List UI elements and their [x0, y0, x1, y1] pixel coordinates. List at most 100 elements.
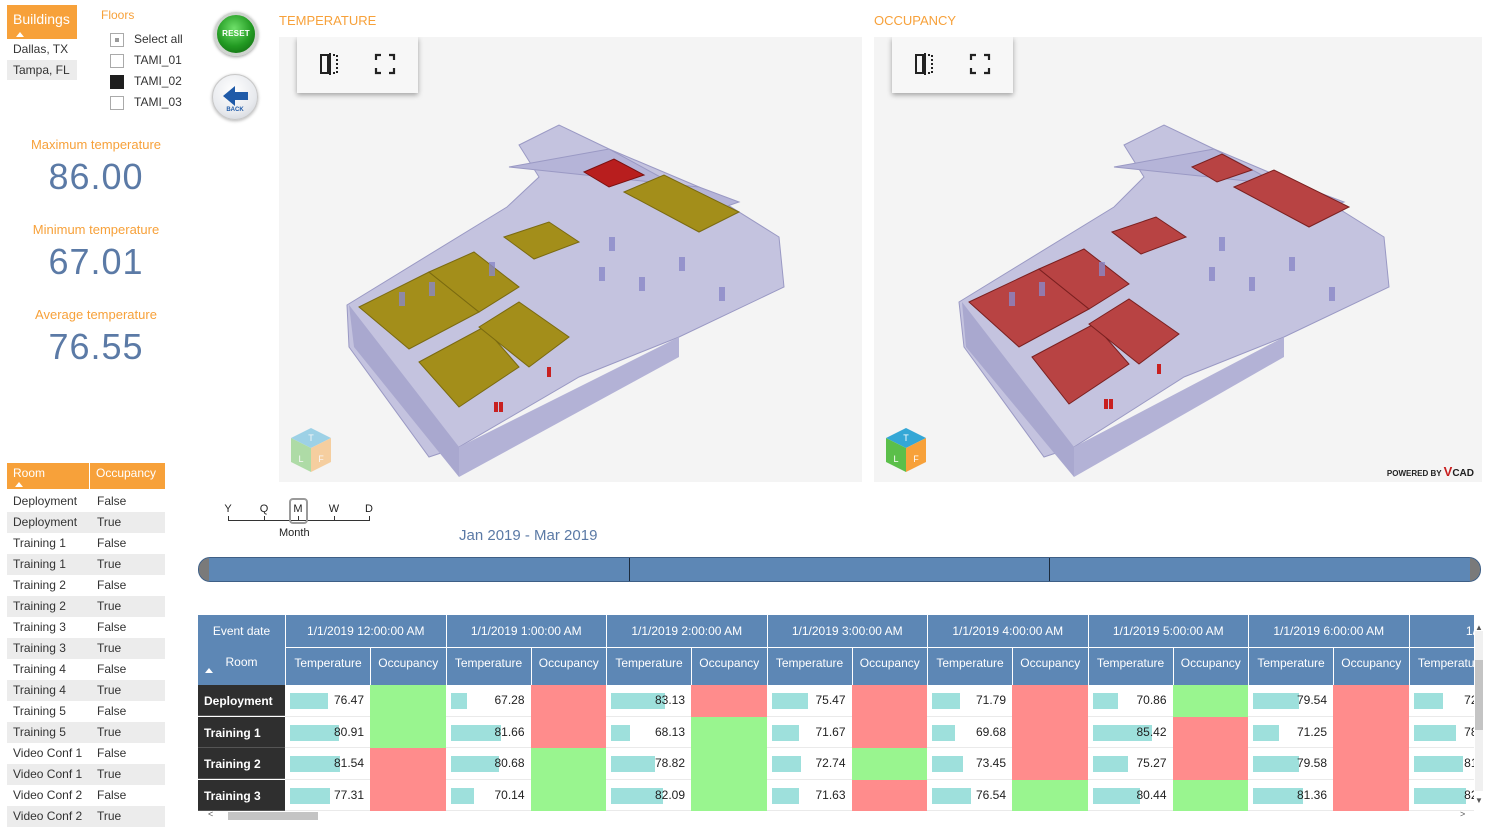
room-list-row[interactable]: Training 4 True — [7, 680, 165, 701]
date-level-tick[interactable] — [369, 516, 370, 521]
date-level-selected-indicator[interactable] — [289, 498, 308, 524]
matrix-row-header[interactable]: Training 1 — [198, 716, 285, 748]
occupancy-false-cell — [1333, 685, 1409, 717]
date-level-tick[interactable] — [264, 516, 265, 521]
matrix-row-header[interactable]: Deployment — [198, 685, 285, 716]
buildings-slicer-header[interactable]: Buildings — [7, 5, 77, 39]
building-item-tampa[interactable]: Tampa, FL — [7, 60, 77, 80]
temperature-column-header[interactable]: Temperature — [766, 647, 852, 685]
checkbox-partial-icon[interactable] — [110, 33, 124, 47]
event-date-column-header[interactable]: 1/1/2019 — [1408, 615, 1474, 647]
event-date-column-header[interactable]: 1/1/2019 6:00:00 AM — [1248, 615, 1409, 647]
date-level-label[interactable]: Q — [259, 503, 269, 515]
event-date-column-header[interactable]: 1/1/2019 3:00:00 AM — [766, 615, 928, 647]
temperature-cell: 76.54 — [927, 779, 1012, 811]
building-3d-model-occupancy[interactable] — [874, 37, 1482, 482]
sort-ascending-icon — [16, 32, 24, 37]
occupancy-column-header[interactable]: Occupancy — [1333, 647, 1409, 685]
room-list-row[interactable]: Training 2 True — [7, 596, 165, 617]
room-list-row[interactable]: Training 4 False — [7, 659, 165, 680]
occupancy-column-header[interactable]: Occupancy — [691, 647, 767, 685]
occupancy-header-label: Occupancy — [96, 466, 157, 480]
reset-button[interactable]: RESET — [214, 12, 258, 56]
room-list-row[interactable]: Video Conf 1 True — [7, 764, 165, 785]
split-view-icon[interactable] — [317, 51, 343, 77]
date-level-label[interactable]: D — [365, 503, 373, 515]
room-list-row[interactable]: Video Conf 2 True — [7, 806, 165, 827]
matrix-row-header[interactable]: Training 3 — [198, 779, 285, 811]
checkbox-icon[interactable] — [110, 96, 124, 110]
building-3d-model-temperature[interactable] — [279, 37, 862, 482]
nav-cube-icon[interactable]: T L F — [289, 426, 333, 474]
temperature-column-header[interactable]: Temperature — [1248, 647, 1333, 685]
fullscreen-icon[interactable] — [372, 51, 398, 77]
back-button[interactable]: BACK — [212, 74, 258, 120]
matrix-row-header[interactable]: Training 2 — [198, 748, 285, 779]
room-list-row[interactable]: Training 5 True — [7, 722, 165, 743]
date-level-tick[interactable] — [228, 516, 229, 521]
split-view-icon[interactable] — [912, 51, 938, 77]
event-date-column-header[interactable]: 1/1/2019 4:00:00 AM — [927, 615, 1088, 647]
occupancy-column-header[interactable]: Occupancy — [370, 647, 446, 685]
occupancy-column-header[interactable]: Occupancy — [851, 647, 927, 685]
building-item-dallas[interactable]: Dallas, TX — [7, 39, 77, 59]
checkbox-icon[interactable] — [110, 54, 124, 68]
room-list-row[interactable]: Deployment False — [7, 491, 165, 512]
event-date-column-header[interactable]: 1/1/2019 12:00:00 AM — [285, 615, 446, 647]
occupancy-false-cell — [1333, 779, 1409, 811]
temperature-data-bar — [1253, 724, 1280, 741]
date-level-label[interactable]: W — [328, 503, 340, 515]
event-date-column-header[interactable]: 1/1/2019 2:00:00 AM — [606, 615, 767, 647]
timeline-start-handle[interactable] — [199, 558, 209, 581]
temperature-value: 82.09 — [654, 787, 685, 802]
temperature-column-header[interactable]: Temperature — [445, 647, 531, 685]
date-level-label[interactable]: M — [293, 503, 303, 515]
room-list-row[interactable]: Training 3 False — [7, 617, 165, 638]
room-column-header[interactable]: Room — [7, 463, 89, 489]
room-list-row[interactable]: Training 3 True — [7, 638, 165, 659]
room-list-row[interactable]: Training 1 False — [7, 533, 165, 554]
timeline-range-bar[interactable] — [198, 557, 1481, 582]
temperature-3d-viewer[interactable]: T L F — [279, 37, 862, 482]
scroll-up-icon[interactable]: ▲ — [1475, 623, 1483, 632]
date-level-label[interactable]: Y — [224, 503, 232, 515]
temperature-cell: 70.86 — [1087, 685, 1173, 717]
occupancy-column-header[interactable]: Occupancy — [530, 647, 606, 685]
temperature-column-header[interactable]: Temperature — [1408, 647, 1474, 685]
temperature-column-header[interactable]: Temperature — [927, 647, 1012, 685]
temperature-column-header[interactable]: Temperature — [606, 647, 691, 685]
event-date-column-header[interactable]: 1/1/2019 1:00:00 AM — [445, 615, 607, 647]
fullscreen-icon[interactable] — [967, 51, 993, 77]
scroll-right-icon[interactable]: > — [1460, 809, 1466, 819]
occupancy-true-cell — [530, 779, 606, 811]
temperature-column-header[interactable]: Temperature — [285, 647, 370, 685]
occupancy-3d-viewer[interactable]: T L F POWERED BY VCAD — [874, 37, 1482, 482]
temperature-column-header[interactable]: Temperature — [1087, 647, 1173, 685]
scroll-down-icon[interactable]: ▼ — [1475, 796, 1483, 805]
occupancy-column-header[interactable]: Occupancy — [90, 463, 165, 489]
event-date-column-header[interactable]: 1/1/2019 5:00:00 AM — [1087, 615, 1249, 647]
room-list-row[interactable]: Deployment True — [7, 512, 165, 533]
room-list-row[interactable]: Training 2 False — [7, 575, 165, 596]
scroll-left-icon[interactable]: < — [208, 809, 214, 819]
date-range-label: Jan 2019 - Mar 2019 — [459, 527, 598, 544]
matrix-vertical-scrollbar[interactable]: ▲ ▼ — [1474, 615, 1484, 811]
date-level-tick[interactable] — [334, 516, 335, 521]
date-level-tick[interactable] — [298, 516, 299, 521]
scrollbar-thumb[interactable] — [1475, 660, 1483, 730]
occupancy-false-cell — [370, 748, 446, 780]
nav-cube-icon[interactable]: T L F — [884, 426, 928, 474]
occupancy-column-header[interactable]: Occupancy — [1012, 647, 1088, 685]
room-list-row[interactable]: Video Conf 1 False — [7, 743, 165, 764]
matrix-horizontal-scrollbar[interactable]: < > — [198, 809, 1474, 821]
scrollbar-thumb[interactable] — [228, 812, 318, 820]
timeline-end-handle[interactable] — [1470, 558, 1480, 581]
temperature-cell: 70.14 — [445, 779, 531, 811]
room-list-row[interactable]: Video Conf 2 False — [7, 785, 165, 806]
checkbox-checked-icon[interactable] — [110, 75, 124, 89]
room-list-row[interactable]: Training 1 True — [7, 554, 165, 575]
occupancy-column-header[interactable]: Occupancy — [1172, 647, 1248, 685]
room-list-row[interactable]: Training 5 False — [7, 701, 165, 722]
room-row-header[interactable]: Room — [198, 647, 285, 685]
